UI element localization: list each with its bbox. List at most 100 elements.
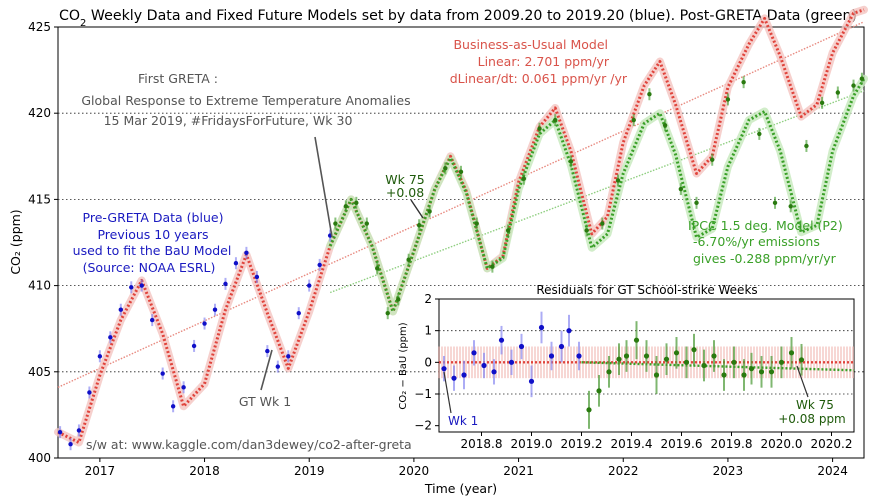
post-greta-data-point xyxy=(395,297,401,302)
pre-greta-data-point xyxy=(150,317,155,323)
pre-greta-data-point xyxy=(129,285,134,290)
post-greta-data-point xyxy=(505,228,511,233)
pre-greta-data-point xyxy=(57,429,63,435)
post-greta-data-point xyxy=(788,204,793,209)
ipcc-model-curve xyxy=(328,77,866,313)
main-plot-series xyxy=(54,5,868,451)
inset-y-tick-label: −2 xyxy=(414,419,432,433)
post-greta-data-point xyxy=(615,178,621,183)
pre-greta-data-point xyxy=(296,310,301,316)
x-tick-label: 2023 xyxy=(713,464,744,478)
x-tick-label: 2019 xyxy=(294,464,325,478)
inset-post-greta-residual-point xyxy=(616,356,622,362)
post-greta-data-point xyxy=(458,169,464,175)
post-greta-data-point xyxy=(443,166,448,171)
gt-wk1-label: GT Wk 1 xyxy=(239,394,291,409)
post-greta-data-point xyxy=(725,97,731,102)
pre-greta-data-point xyxy=(286,354,291,359)
post-greta-data-point xyxy=(474,221,479,226)
main-x-ticks: 2017 2018 2019 2020 2021 2022 2023 2024 xyxy=(85,458,848,478)
post-greta-data-point xyxy=(741,79,746,85)
ipcc-linear-trend-line xyxy=(329,90,865,294)
inset-x-tick-label: 2018.8 xyxy=(461,437,503,451)
inset-y-tick-label: 1 xyxy=(424,324,432,338)
post-greta-data-point xyxy=(851,83,856,88)
pre-greta-title: Pre-GRETA Data (blue) xyxy=(83,210,224,225)
pre-greta-data-point xyxy=(317,262,322,268)
software-credit: s/w at: www.kaggle.com/dan3dewey/co2-aft… xyxy=(86,437,412,452)
pre-greta-data-point xyxy=(202,321,207,326)
y-tick-label: 400 xyxy=(28,451,51,465)
post-greta-data-point xyxy=(427,209,432,214)
pre-greta-data-point xyxy=(118,307,124,312)
pre-greta-data-point xyxy=(108,335,113,340)
inset-x-tick-label: 2019.8 xyxy=(711,437,753,451)
ipcc-model-rate: gives -0.288 ppm/yr/yr xyxy=(693,251,837,266)
inset-post-greta-residual-point xyxy=(673,350,680,356)
post-greta-data-point xyxy=(385,310,390,316)
inset-wk75-value: +0.08 ppm xyxy=(778,412,846,426)
inset-pre-greta-residual-point xyxy=(566,328,572,334)
x-axis-label: Time (year) xyxy=(424,481,497,496)
ipcc-model-emissions: -6.70%/yr emissions xyxy=(693,234,820,249)
pre-greta-data-point xyxy=(97,354,103,359)
inset-post-greta-residual-point xyxy=(741,372,747,378)
wk75-arrow xyxy=(410,199,424,219)
x-tick-label: 2020 xyxy=(399,464,430,478)
post-greta-data-point xyxy=(553,117,558,123)
inset-pre-greta-residual-point xyxy=(508,359,515,365)
inset-pre-greta-residual-point xyxy=(498,337,505,343)
first-greta-date: 15 Mar 2019, #FridaysForFuture, Wk 30 xyxy=(104,113,353,128)
inset-post-greta-residual-point xyxy=(653,372,660,378)
pre-greta-data-point xyxy=(170,404,176,409)
post-greta-data-point xyxy=(490,264,495,269)
pre-greta-data-point xyxy=(244,250,249,256)
post-greta-data-point xyxy=(343,204,349,209)
inset-x-tick-label: 2019.4 xyxy=(611,437,653,451)
wk75-label: Wk 75 xyxy=(385,172,424,187)
bau-model-title: Business-as-Usual Model xyxy=(453,37,608,52)
post-greta-data-point xyxy=(631,117,636,123)
y-tick-label: 415 xyxy=(28,192,51,206)
pre-greta-data-point xyxy=(191,343,197,349)
inset-post-greta-residual-point xyxy=(768,369,775,375)
post-greta-data-point xyxy=(521,176,527,181)
pre-greta-data-point xyxy=(68,442,73,447)
inset-pre-greta-residual-point xyxy=(471,350,477,356)
inset-wk75-label: Wk 75 xyxy=(796,398,834,412)
inset-wk75-annotation: Wk 75 +0.08 ppm xyxy=(778,398,846,426)
main-y-ticks: 400 405 410 415 420 425 xyxy=(28,20,58,465)
ipcc-model-annotation: IPCC 1.5 deg. Model (P2) -6.70%/yr emiss… xyxy=(688,218,843,266)
pre-greta-data-point xyxy=(87,390,92,395)
pre-greta-data-point xyxy=(76,428,82,433)
inset-pre-greta-residual-point xyxy=(538,324,545,331)
gt-wk1-arrow xyxy=(260,349,273,391)
inset-post-greta-residual-point xyxy=(721,372,727,378)
pre-greta-data-point xyxy=(254,274,260,280)
inset-title: Residuals for GT School-strike Weeks xyxy=(536,283,757,297)
x-tick-label: 2017 xyxy=(85,464,116,478)
inset-post-greta-residual-point xyxy=(798,357,805,363)
x-tick-label: 2022 xyxy=(608,464,639,478)
inset-wk75-arrow xyxy=(796,365,809,398)
post-greta-data-point xyxy=(364,221,369,226)
inset-wk1-label: Wk 1 xyxy=(448,414,478,428)
pre-greta-data-point xyxy=(181,385,186,390)
pre-greta-source: (Source: NOAA ESRL) xyxy=(83,260,216,275)
post-greta-data-point xyxy=(537,126,542,131)
y-axis-label: CO₂ (ppm) xyxy=(8,209,23,274)
post-greta-data-point xyxy=(835,90,841,95)
post-greta-data-point xyxy=(647,92,652,97)
post-greta-data-point xyxy=(375,266,380,271)
pre-greta-purpose: used to fit the BaU Model xyxy=(73,243,232,258)
bau-linear-trend-line xyxy=(57,21,865,388)
post-greta-data-point xyxy=(859,76,865,81)
pre-greta-period: Previous 10 years xyxy=(97,227,208,242)
inset-post-greta-residual-point xyxy=(643,353,650,359)
pre-greta-annotation: Pre-GRETA Data (blue) Previous 10 years … xyxy=(73,210,232,275)
inset-x-tick-label: 2020.0 xyxy=(761,437,803,451)
inset-post-greta-residual-point xyxy=(701,362,707,369)
pre-greta-data-point xyxy=(275,364,281,369)
y-tick-label: 405 xyxy=(28,365,51,379)
